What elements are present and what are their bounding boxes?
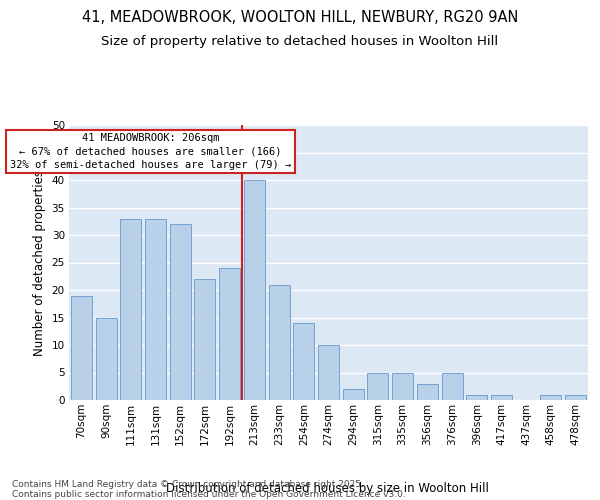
Bar (343, 389, 364, 400)
Bar (367, 372, 388, 400)
Bar (417, 384, 438, 400)
Bar (318, 345, 339, 400)
Text: 41 MEADOWBROOK: 206sqm
← 67% of detached houses are smaller (166)
32% of semi-de: 41 MEADOWBROOK: 206sqm ← 67% of detached… (10, 133, 291, 170)
Text: Distribution of detached houses by size in Woolton Hill: Distribution of detached houses by size … (166, 482, 488, 495)
Bar (491, 394, 512, 400)
Text: 41, MEADOWBROOK, WOOLTON HILL, NEWBURY, RG20 9AN: 41, MEADOWBROOK, WOOLTON HILL, NEWBURY, … (82, 10, 518, 25)
Bar (194, 279, 215, 400)
Bar (442, 372, 463, 400)
Bar (219, 268, 240, 400)
Bar (120, 218, 141, 400)
Bar (293, 323, 314, 400)
Y-axis label: Number of detached properties: Number of detached properties (33, 170, 46, 356)
Bar (244, 180, 265, 400)
Bar (541, 394, 562, 400)
Bar (392, 372, 413, 400)
Bar (565, 394, 586, 400)
Bar (466, 394, 487, 400)
Text: Size of property relative to detached houses in Woolton Hill: Size of property relative to detached ho… (101, 35, 499, 48)
Text: Contains HM Land Registry data © Crown copyright and database right 2025.
Contai: Contains HM Land Registry data © Crown c… (12, 480, 406, 499)
Bar (95, 318, 116, 400)
Bar (145, 218, 166, 400)
Bar (71, 296, 92, 400)
Bar (170, 224, 191, 400)
Bar (269, 284, 290, 400)
